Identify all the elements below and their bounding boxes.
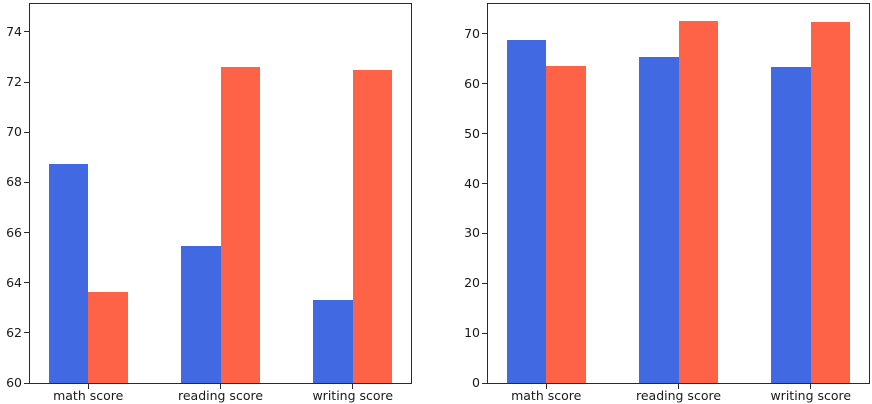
y-tick-mark bbox=[482, 232, 487, 234]
x-tick-mark bbox=[87, 384, 89, 389]
y-tick-label: 72 bbox=[6, 73, 22, 89]
x-tick-mark bbox=[678, 384, 679, 389]
x-tick-mark bbox=[352, 384, 354, 389]
bar-series-blue-math-score bbox=[506, 40, 547, 383]
y-tick-label: 68 bbox=[6, 174, 22, 190]
bar-series-tomato-reading-score bbox=[220, 66, 261, 383]
y-tick-mark bbox=[24, 131, 29, 133]
y-tick-label: 70 bbox=[464, 25, 480, 41]
y-tick-label: 74 bbox=[6, 23, 22, 39]
bar-series-tomato-math-score bbox=[546, 65, 586, 383]
x-tick-label: math score bbox=[53, 388, 124, 403]
y-tick-mark bbox=[482, 332, 487, 334]
bar-series-tomato-writing-score bbox=[810, 21, 851, 383]
y-tick-mark bbox=[482, 183, 487, 185]
x-tick-label: reading score bbox=[635, 388, 722, 403]
y-tick-mark bbox=[24, 232, 29, 233]
y-tick-mark bbox=[24, 382, 29, 384]
y-tick-mark bbox=[24, 81, 29, 83]
bar-series-blue-writing-score bbox=[771, 67, 811, 383]
y-tick-mark bbox=[482, 33, 487, 35]
y-tick-label: 60 bbox=[6, 374, 22, 390]
x-tick-label: reading score bbox=[177, 388, 264, 403]
bar-series-blue-writing-score bbox=[313, 299, 353, 383]
x-tick-label: writing score bbox=[770, 388, 852, 403]
right-bar-chart: 0 10 20 30 40 50 60 70 math score reading score wr… bbox=[464, 3, 870, 402]
y-tick-label: 0 bbox=[472, 374, 480, 390]
bar-series-tomato-writing-score bbox=[352, 70, 393, 383]
y-tick-label: 60 bbox=[464, 75, 480, 91]
x-tick-mark bbox=[545, 384, 547, 389]
bar-series-blue-reading-score bbox=[180, 245, 221, 383]
bar-series-blue-math-score bbox=[48, 164, 89, 383]
left-bar-chart: 60 62 64 66 68 70 72 74 math score reading score w… bbox=[6, 3, 412, 402]
y-tick-label: 30 bbox=[464, 225, 480, 241]
y-tick-label: 66 bbox=[6, 224, 22, 240]
y-tick-mark bbox=[24, 181, 29, 183]
y-tick-mark bbox=[482, 382, 487, 384]
y-tick-mark bbox=[482, 282, 487, 284]
y-tick-label: 64 bbox=[6, 274, 22, 290]
bar-series-tomato-reading-score bbox=[678, 20, 719, 383]
y-tick-label: 62 bbox=[6, 324, 22, 340]
y-tick-mark bbox=[482, 133, 487, 135]
bar-series-blue-reading-score bbox=[638, 56, 679, 383]
y-tick-mark bbox=[24, 282, 29, 284]
y-tick-label: 10 bbox=[464, 324, 480, 340]
y-tick-label: 40 bbox=[464, 175, 480, 191]
x-tick-mark bbox=[810, 384, 812, 389]
x-tick-mark bbox=[220, 384, 221, 389]
y-tick-mark bbox=[24, 332, 29, 334]
bar-series-tomato-math-score bbox=[88, 291, 128, 383]
x-tick-label: math score bbox=[511, 388, 582, 403]
y-tick-label: 50 bbox=[464, 125, 480, 141]
y-tick-mark bbox=[24, 31, 29, 33]
x-tick-label: writing score bbox=[312, 388, 394, 403]
y-tick-label: 70 bbox=[6, 123, 22, 139]
y-tick-label: 20 bbox=[464, 275, 480, 290]
y-tick-mark bbox=[482, 83, 487, 85]
